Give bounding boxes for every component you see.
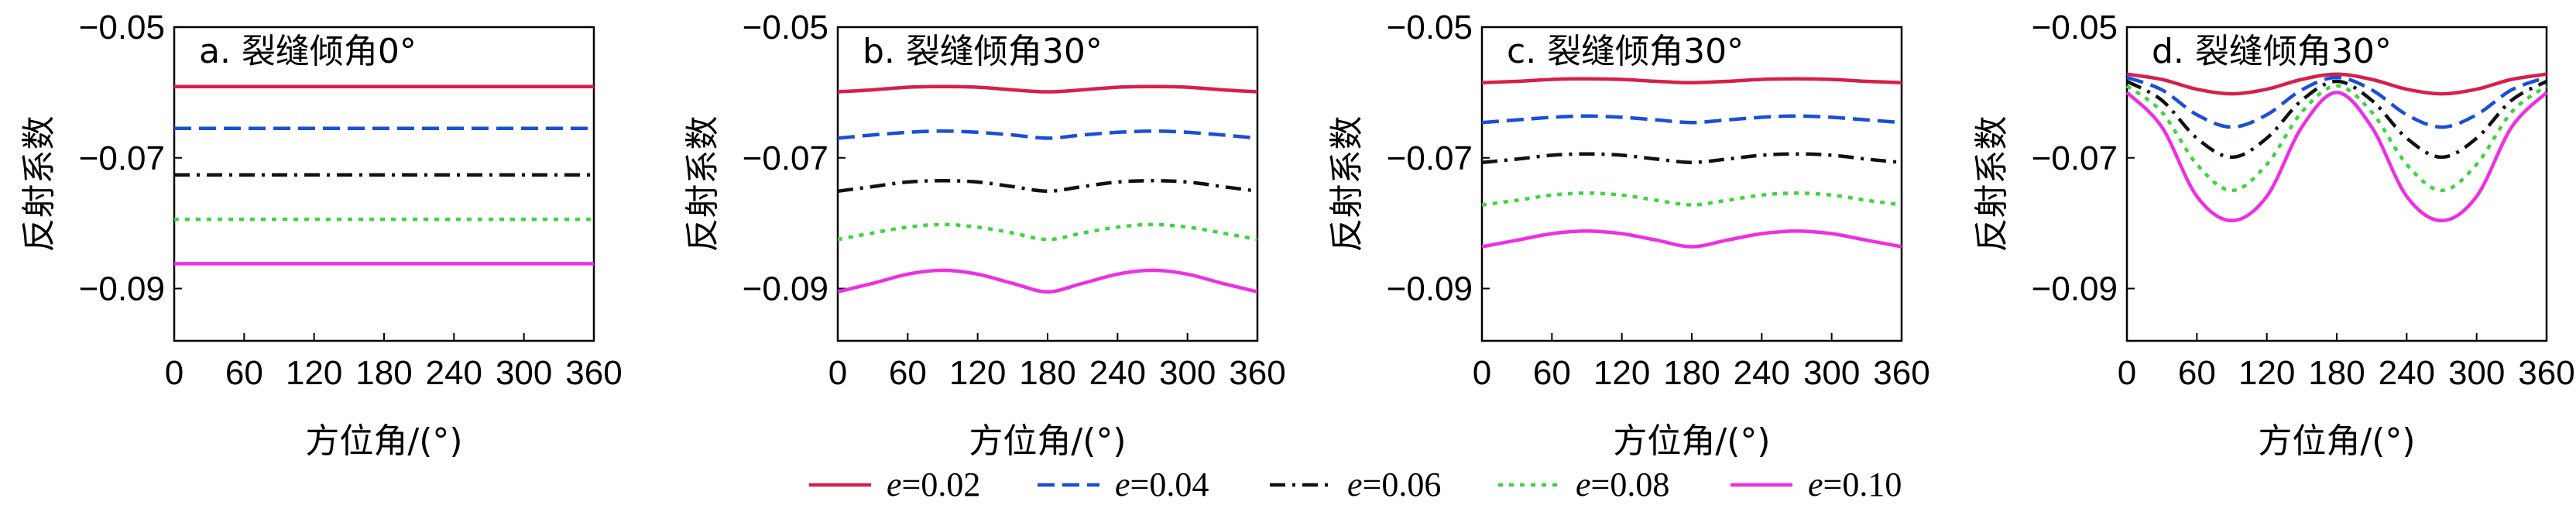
series-line-e=0.10 <box>1481 229 1902 249</box>
y-tick-label: −0.05 <box>79 9 165 46</box>
x-tick-label: 360 <box>565 354 622 392</box>
series-line-e=0.08 <box>837 222 1258 242</box>
legend-value: =0.04 <box>1130 466 1209 504</box>
legend-label: e=0.08 <box>1576 466 1669 504</box>
x-tick-label: 300 <box>1159 354 1216 392</box>
y-tick-label: −0.05 <box>2032 9 2118 46</box>
series-line-e=0.04 <box>837 129 1258 140</box>
y-tick-label: −0.07 <box>2032 139 2118 177</box>
x-tick-label: 120 <box>949 354 1006 392</box>
x-tick-label: 120 <box>286 354 342 392</box>
x-tick-label: 60 <box>2178 354 2216 392</box>
series-line-e=0.06 <box>1481 152 1902 164</box>
x-tick-label: 180 <box>1019 354 1075 392</box>
x-tick-label: 360 <box>1229 354 1285 392</box>
y-tick-label: −0.05 <box>1387 9 1473 46</box>
legend-variable: e <box>1576 466 1591 504</box>
series-line-e=0.06 <box>2125 79 2548 160</box>
x-tick-label: 240 <box>1089 354 1146 392</box>
chart-panel-1: −0.05 −0.07 −0.09 0 60 120 180 240 300 360 a. 裂缝倾角… <box>19 9 623 461</box>
x-tick-label: 240 <box>2379 354 2435 392</box>
legend-value: =0.08 <box>1591 466 1670 504</box>
y-tick-label: −0.09 <box>2032 270 2118 308</box>
panel-title: d. 裂缝倾角30° <box>2152 32 2392 71</box>
x-tick-label: 300 <box>1803 354 1860 392</box>
legend-value: =0.10 <box>1823 466 1902 504</box>
chart-panel-4: −0.05 −0.07 −0.09 0 60 120 180 240 300 360 d. 裂缝倾角… <box>1972 9 2575 461</box>
plot-frame <box>173 26 595 342</box>
y-axis-label: 反射系数 <box>1327 116 1367 253</box>
x-axis-label: 方位角/(°) <box>2258 421 2415 461</box>
y-tick-label: −0.07 <box>1387 139 1473 177</box>
x-tick-label: 60 <box>889 354 927 392</box>
y-axis-label: 反射系数 <box>1972 116 2012 253</box>
y-tick-label: −0.07 <box>79 139 165 177</box>
series-line-e=0.04 <box>1481 114 1902 125</box>
y-axis-label: 反射系数 <box>683 116 722 253</box>
legend-label: e=0.06 <box>1347 466 1441 504</box>
x-tick-label: 240 <box>1734 354 1790 392</box>
series-line-e=0.08 <box>1481 191 1902 207</box>
series-line-e=0.02 <box>1481 77 1902 84</box>
legend-item: e=0.08 <box>1498 466 1669 504</box>
legend-variable: e <box>1347 466 1363 504</box>
series-line-e=0.10 <box>837 268 1258 294</box>
legend-item: e=0.06 <box>1270 466 1441 504</box>
series-line-e=0.02 <box>837 84 1258 94</box>
x-axis-label: 方位角/(°) <box>1613 421 1770 461</box>
y-tick-label: −0.09 <box>1387 270 1473 308</box>
x-tick-label: 180 <box>1663 354 1720 392</box>
x-tick-label: 0 <box>165 354 184 392</box>
x-tick-label: 60 <box>1533 354 1571 392</box>
legend-label: e=0.02 <box>887 466 980 504</box>
plot-frame <box>1480 26 1903 342</box>
chart-panel-2: −0.05 −0.07 −0.09 0 60 120 180 240 300 360 b. 裂缝倾角… <box>683 9 1286 461</box>
series-line-e=0.08 <box>2125 84 2548 193</box>
y-tick-label: −0.05 <box>743 9 828 46</box>
y-axis-label: 反射系数 <box>19 116 59 253</box>
panel-title: b. 裂缝倾角30° <box>863 32 1103 71</box>
legend-variable: e <box>1808 466 1823 504</box>
chart-panel-3: −0.05 −0.07 −0.09 0 60 120 180 240 300 360 c. 裂缝倾角… <box>1327 9 1930 461</box>
x-tick-label: 360 <box>2518 354 2574 392</box>
legend: e=0.02 e=0.04 e=0.06 e=0.08 e=0.10 <box>809 466 1902 504</box>
legend-label: e=0.04 <box>1115 466 1209 504</box>
x-tick-label: 300 <box>496 354 552 392</box>
y-tick-label: −0.07 <box>743 139 828 177</box>
chart-panels: −0.05 −0.07 −0.09 0 60 120 180 240 300 360 a. 裂缝倾角… <box>19 9 2575 461</box>
series-line-e=0.02 <box>2126 72 2547 96</box>
legend-item: e=0.02 <box>809 466 980 504</box>
x-tick-label: 240 <box>426 354 482 392</box>
x-tick-label: 0 <box>1473 354 1491 392</box>
x-tick-label: 300 <box>2448 354 2505 392</box>
series-line-e=0.04 <box>2126 75 2547 129</box>
legend-variable: e <box>1115 466 1130 504</box>
panel-title: c. 裂缝倾角30° <box>1507 32 1744 71</box>
series-line-e=0.10 <box>2125 91 2548 223</box>
legend-item: e=0.10 <box>1730 466 1902 504</box>
panel-title: a. 裂缝倾角0° <box>199 32 417 71</box>
x-tick-label: 60 <box>225 354 263 392</box>
legend-value: =0.02 <box>902 466 981 504</box>
legend-value: =0.06 <box>1363 466 1442 504</box>
x-tick-label: 0 <box>828 354 847 392</box>
legend-item: e=0.04 <box>1038 466 1209 504</box>
x-tick-label: 120 <box>1593 354 1650 392</box>
x-tick-label: 0 <box>2118 354 2136 392</box>
x-tick-label: 360 <box>1873 354 1929 392</box>
y-tick-label: −0.09 <box>79 270 165 308</box>
x-tick-label: 180 <box>2308 354 2365 392</box>
x-axis-label: 方位角/(°) <box>969 421 1126 461</box>
x-tick-label: 120 <box>2238 354 2295 392</box>
series-line-e=0.06 <box>837 179 1258 194</box>
legend-label: e=0.10 <box>1808 466 1902 504</box>
x-axis-label: 方位角/(°) <box>305 421 462 461</box>
x-tick-label: 180 <box>355 354 412 392</box>
legend-variable: e <box>887 466 902 504</box>
y-tick-label: −0.09 <box>743 270 828 308</box>
